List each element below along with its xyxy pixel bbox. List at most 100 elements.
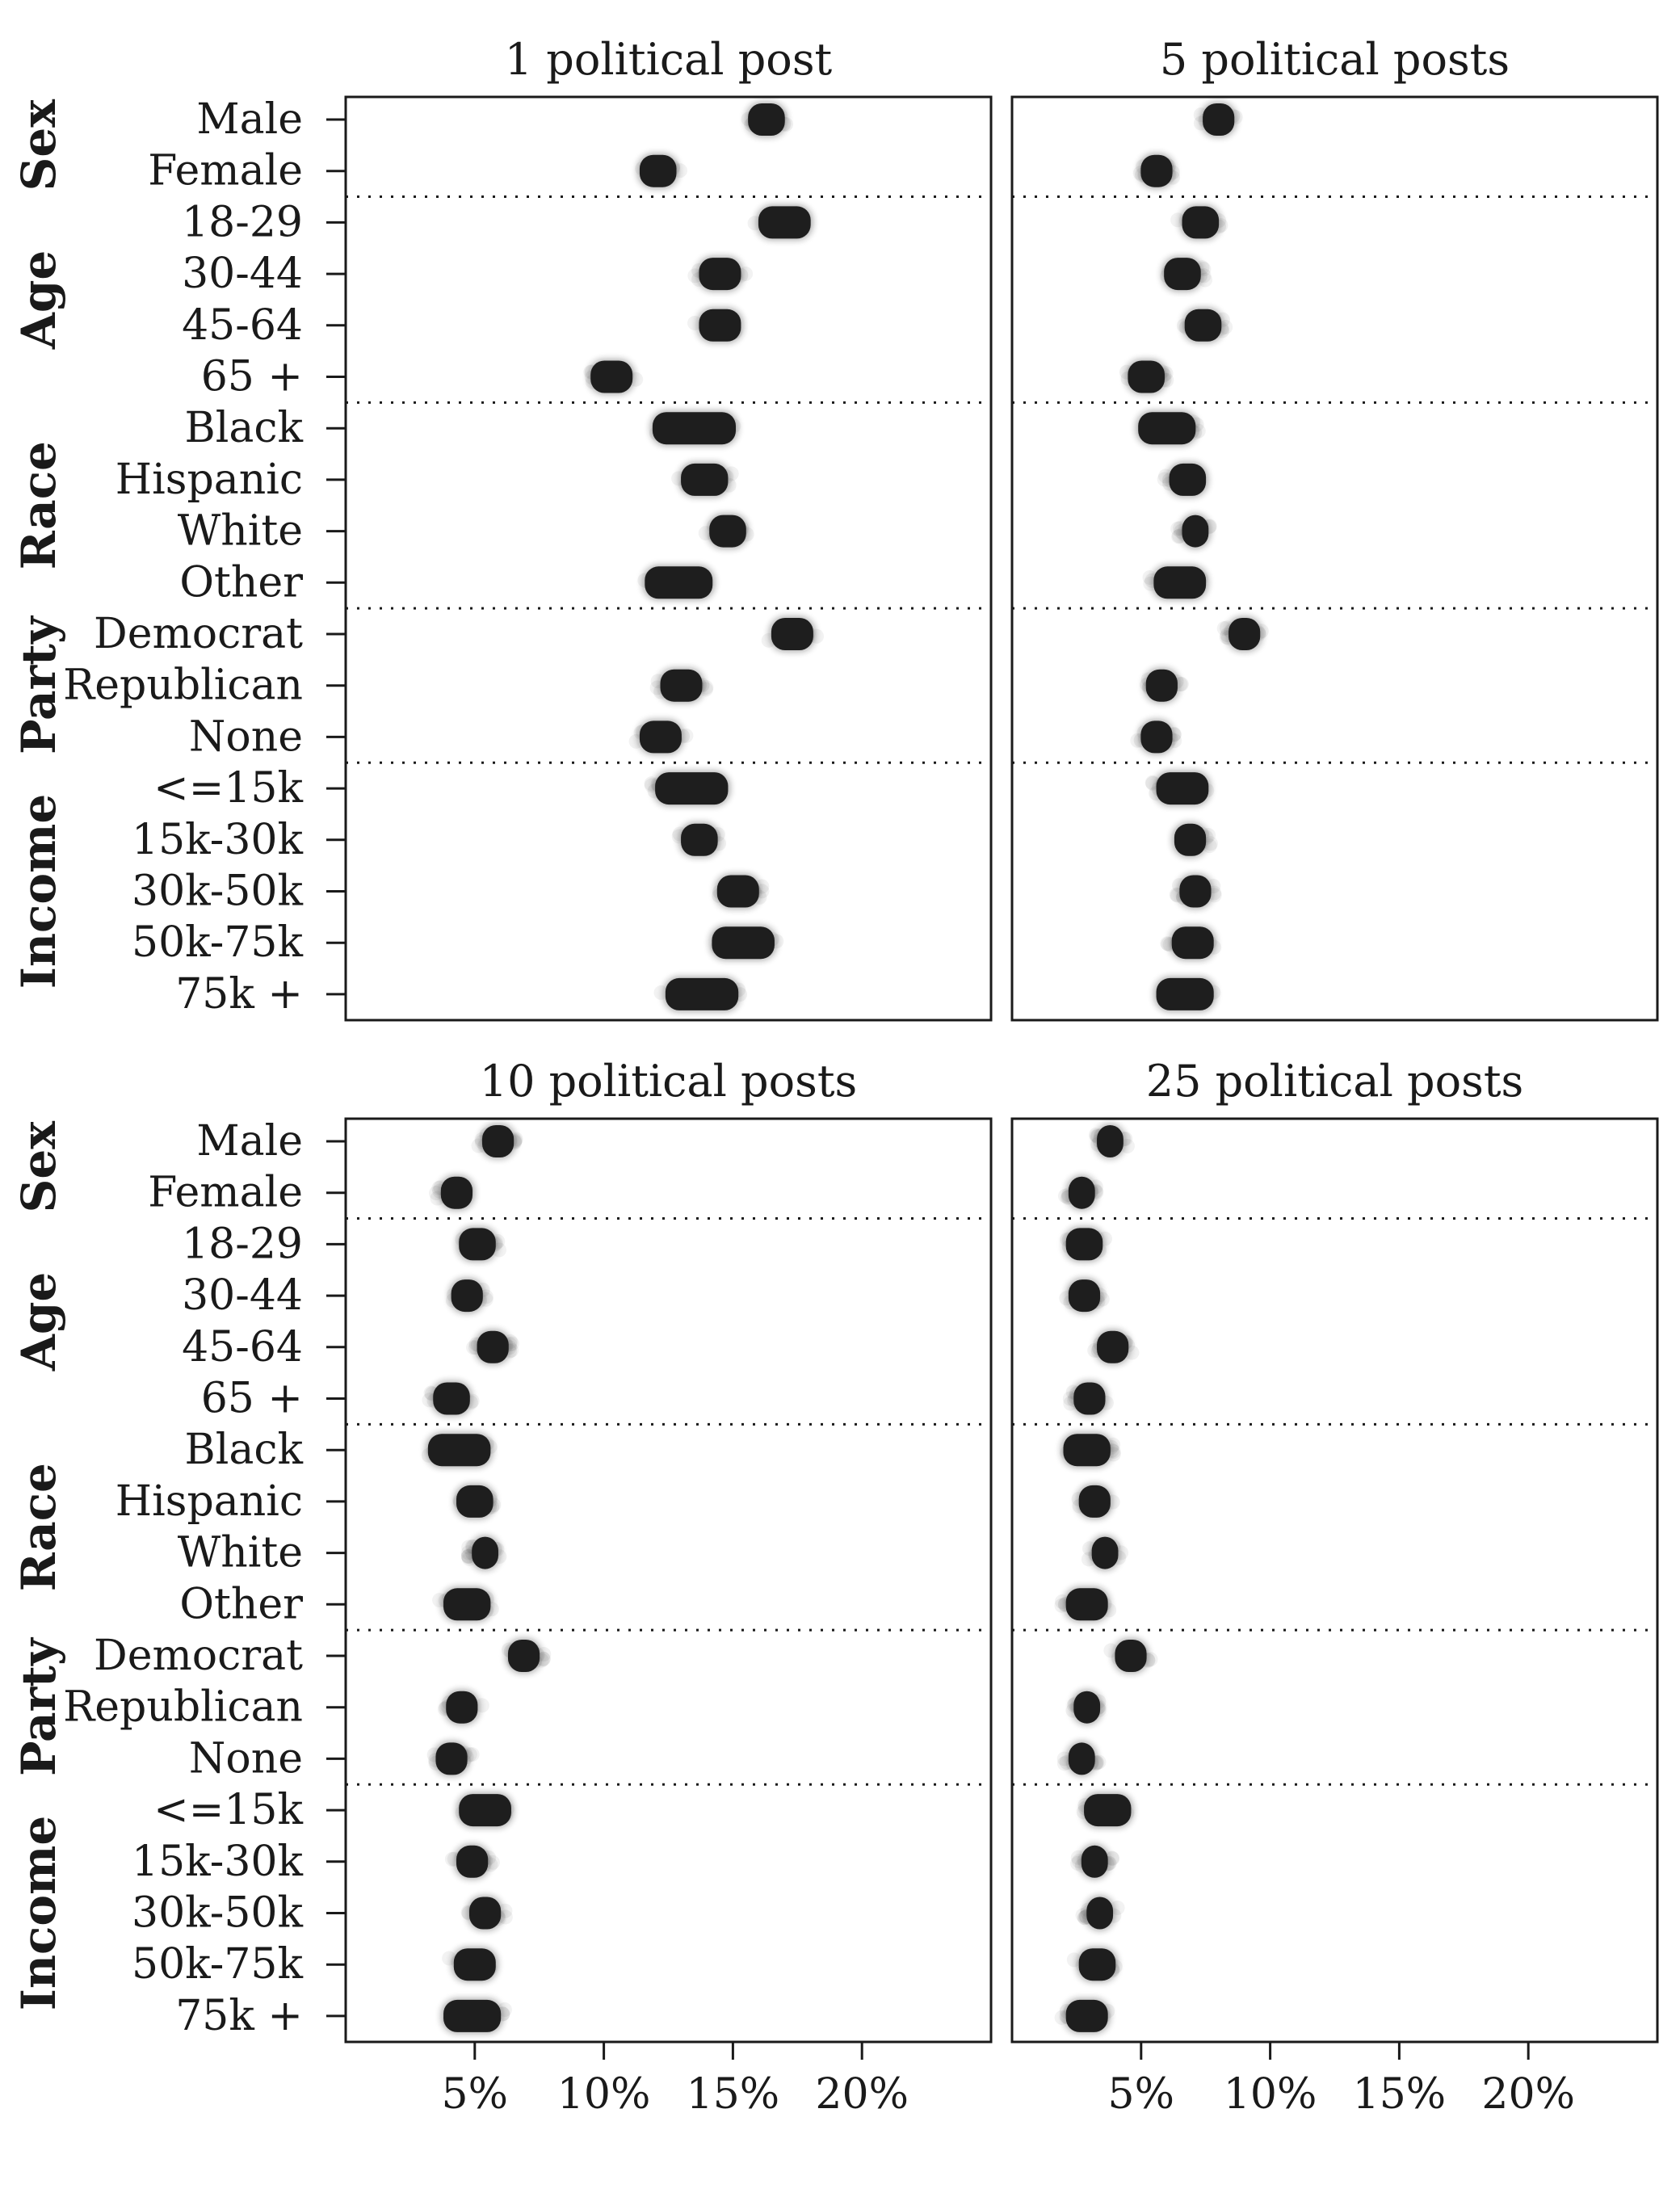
data-point-core — [1203, 103, 1235, 136]
data-mark — [649, 410, 741, 447]
data-point-core — [456, 1845, 489, 1878]
panel-2: 5 political posts — [1010, 34, 1659, 1022]
data-point-core — [1097, 1330, 1129, 1363]
data-mark — [712, 873, 770, 909]
data-mark — [1216, 616, 1269, 652]
data-point-core — [1174, 823, 1207, 856]
data-mark — [460, 1895, 513, 1931]
panel-title: 1 political post — [505, 34, 833, 85]
data-point-core — [1182, 515, 1209, 548]
row-label: 18-29 — [182, 198, 303, 246]
data-mark — [709, 925, 784, 961]
x-tick-label: 10% — [557, 2070, 651, 2119]
row-label: <=15k — [153, 764, 303, 813]
data-mark — [637, 565, 716, 601]
data-point-core — [1184, 309, 1222, 342]
data-mark — [1119, 359, 1174, 395]
panel-frame — [1010, 95, 1659, 1022]
data-point-core — [709, 515, 746, 548]
data-mark — [1142, 565, 1209, 601]
group-label: Sex — [11, 1121, 66, 1213]
data-mark — [1160, 256, 1213, 292]
data-point-core — [459, 1228, 496, 1261]
data-mark — [671, 821, 727, 858]
data-point-core — [1169, 463, 1207, 496]
data-mark — [1170, 513, 1217, 549]
data-point-core — [1068, 1279, 1101, 1313]
data-mark — [635, 153, 687, 189]
data-mark — [1140, 667, 1189, 704]
row-label: Black — [185, 1426, 304, 1474]
row-label: Male — [196, 95, 303, 144]
data-mark — [1070, 1843, 1120, 1880]
data-mark — [1087, 1329, 1140, 1365]
panel-title: 10 political posts — [480, 1056, 858, 1107]
data-point-core — [1068, 1176, 1095, 1209]
data-point-core — [1068, 1742, 1095, 1775]
group-label: Sex — [11, 99, 66, 191]
data-point-core — [1128, 360, 1165, 393]
data-point-core — [451, 1279, 483, 1313]
data-point-core — [433, 1382, 470, 1415]
row-label: 75k + — [175, 1992, 303, 2040]
row-label: Hispanic — [116, 1477, 303, 1526]
data-point-core — [459, 1794, 511, 1827]
data-point-core — [1140, 154, 1173, 187]
data-mark — [501, 1638, 552, 1674]
data-mark — [644, 771, 731, 807]
row-label: Republican — [63, 662, 303, 710]
row-label: Hispanic — [116, 456, 303, 504]
data-point-core — [1115, 1640, 1147, 1672]
row-label: 65 + — [201, 1375, 303, 1423]
data-point-core — [1156, 772, 1209, 805]
data-mark — [649, 667, 714, 704]
row-label: Male — [196, 1117, 303, 1166]
row-label: Democrat — [94, 1632, 303, 1680]
data-mark — [628, 719, 694, 755]
row-label: 15k-30k — [132, 816, 304, 864]
row-label: 30k-50k — [132, 1889, 304, 1938]
data-point-core — [771, 618, 813, 650]
data-point-core — [443, 1999, 502, 2032]
data-mark — [1103, 1638, 1158, 1674]
row-label: White — [178, 1529, 303, 1577]
data-point-core — [681, 463, 729, 496]
data-mark — [1171, 821, 1218, 858]
data-point-core — [1145, 669, 1178, 702]
data-mark — [455, 1226, 506, 1262]
data-mark — [1065, 1689, 1107, 1725]
data-point-core — [468, 1897, 502, 1930]
data-mark — [471, 1124, 523, 1159]
data-point-core — [1228, 618, 1261, 650]
data-point-core — [1153, 566, 1207, 599]
data-mark — [1153, 976, 1221, 1012]
data-point-core — [758, 206, 811, 239]
data-point-core — [1063, 1434, 1111, 1467]
data-mark — [653, 976, 748, 1012]
data-mark — [466, 1329, 519, 1365]
row-label: 15k-30k — [132, 1838, 304, 1886]
group-label: Age — [11, 250, 66, 350]
panel-4: 25 political posts 5% 10% 15% 20% — [1010, 1056, 1659, 2119]
row-label: 65 + — [201, 353, 303, 401]
x-tick-label: 10% — [1224, 2070, 1317, 2119]
data-mark — [452, 1483, 502, 1519]
row-label: 30k-50k — [132, 867, 304, 916]
row-label: Republican — [63, 1683, 303, 1732]
data-mark — [1056, 1741, 1107, 1777]
data-mark — [1057, 1174, 1104, 1211]
data-point-core — [660, 669, 703, 702]
data-mark — [1054, 1586, 1117, 1623]
data-mark — [1132, 153, 1180, 189]
x-tick-label: 15% — [687, 2070, 780, 2119]
data-mark — [426, 1741, 480, 1777]
data-mark — [1088, 1124, 1135, 1159]
data-mark — [1071, 1483, 1120, 1519]
row-label: Democrat — [94, 610, 303, 658]
data-mark — [460, 1535, 507, 1571]
panel-frame — [344, 1117, 993, 2044]
data-point-core — [1182, 206, 1220, 239]
x-tick-label: 20% — [815, 2070, 909, 2119]
group-label: Party — [11, 615, 66, 754]
data-point-core — [1156, 977, 1214, 1010]
